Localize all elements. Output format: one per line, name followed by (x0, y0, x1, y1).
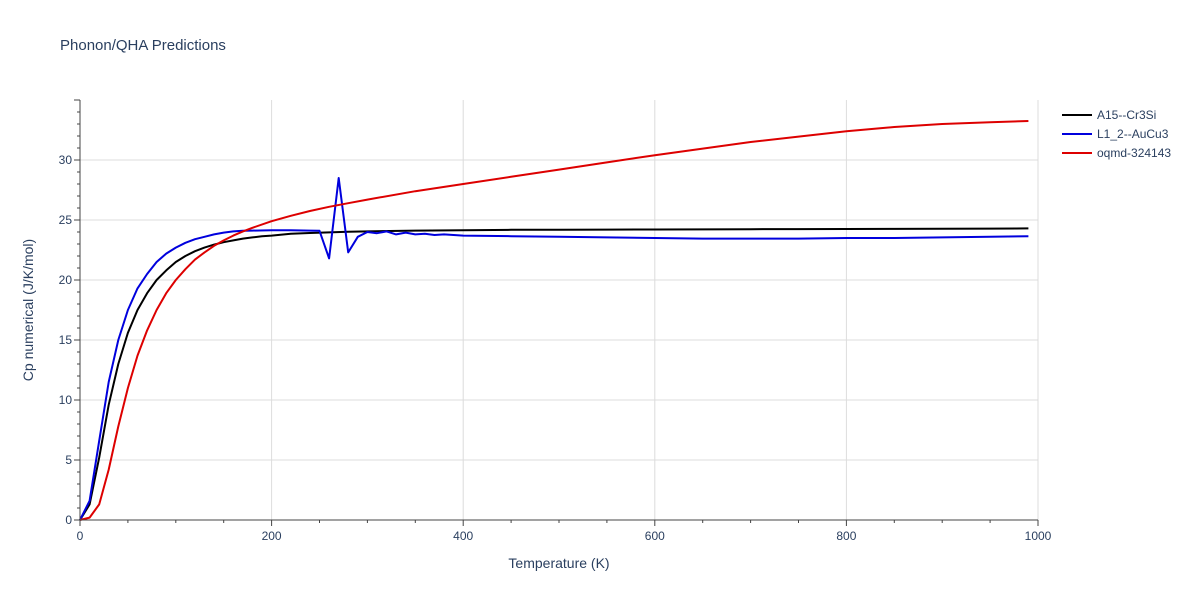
axis-layer: 0 200 400 600 800 1000 0 5 10 15 20 25 30 (59, 99, 1052, 543)
x-tick-label: 400 (453, 529, 473, 543)
y-tick-label: 20 (59, 273, 73, 287)
x-axis-label: Temperature (K) (508, 555, 609, 571)
y-tick-label: 5 (65, 453, 72, 467)
y-tick-label: 30 (59, 153, 73, 167)
legend-item[interactable]: L1_2--AuCu3 (1062, 127, 1169, 141)
series-line-oqmd-324143 (79, 120, 1029, 521)
y-tick-label: 15 (59, 333, 73, 347)
x-tick-label: 800 (836, 529, 856, 543)
y-tick-label: 0 (65, 513, 72, 527)
series-layer (79, 120, 1029, 521)
legend-label: L1_2--AuCu3 (1097, 127, 1169, 141)
grid-layer (80, 100, 1039, 520)
y-tick-label: 25 (59, 213, 73, 227)
series-line-l1-2-aucu3 (79, 177, 1029, 521)
legend: A15--Cr3Si L1_2--AuCu3 oqmd-324143 (1062, 108, 1171, 160)
legend-item[interactable]: A15--Cr3Si (1062, 108, 1156, 122)
y-tick-label: 10 (59, 393, 73, 407)
x-tick-label: 200 (262, 529, 282, 543)
x-tick-label: 1000 (1025, 529, 1052, 543)
legend-label: oqmd-324143 (1097, 146, 1171, 160)
series-line-a15-cr3si (79, 227, 1029, 521)
legend-item[interactable]: oqmd-324143 (1062, 146, 1171, 160)
x-tick-label: 0 (77, 529, 84, 543)
legend-label: A15--Cr3Si (1097, 108, 1156, 122)
chart-title: Phonon/QHA Predictions (60, 37, 226, 54)
x-tick-label: 600 (645, 529, 665, 543)
y-axis-label: Cp numerical (J/K/mol) (20, 239, 36, 381)
